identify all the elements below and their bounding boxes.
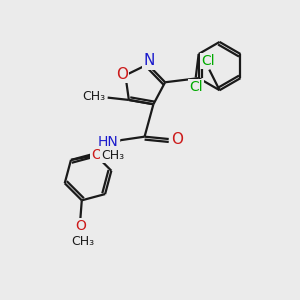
Text: O: O bbox=[116, 67, 128, 82]
Text: Cl: Cl bbox=[201, 54, 214, 68]
Text: N: N bbox=[144, 53, 155, 68]
Text: CH₃: CH₃ bbox=[71, 235, 94, 248]
Text: Cl: Cl bbox=[189, 80, 202, 94]
Text: O: O bbox=[171, 132, 183, 147]
Text: O: O bbox=[75, 219, 86, 233]
Text: CH₃: CH₃ bbox=[101, 149, 124, 162]
Text: HN: HN bbox=[98, 135, 118, 149]
Text: O: O bbox=[92, 148, 102, 162]
Text: CH₃: CH₃ bbox=[82, 90, 105, 103]
